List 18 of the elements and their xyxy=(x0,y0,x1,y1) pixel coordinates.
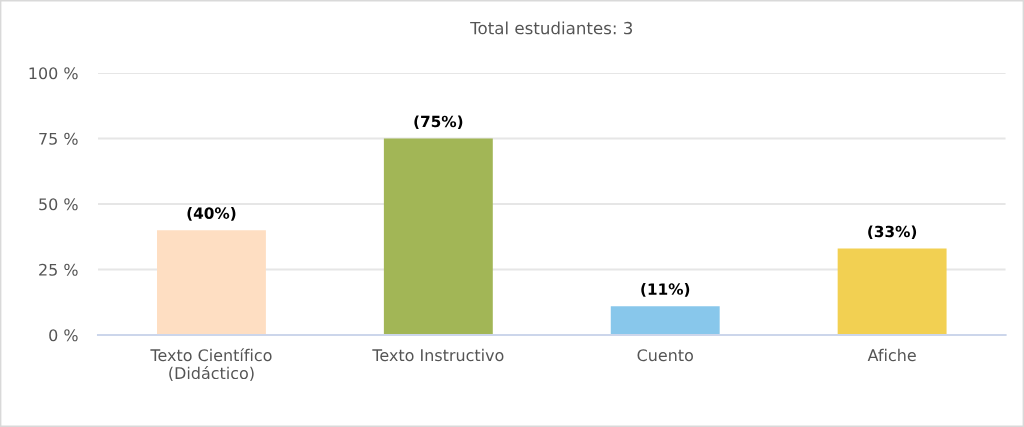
y-tick-label: 25 % xyxy=(39,263,78,276)
y-tick-label: 0 % xyxy=(49,329,78,342)
x-tick-label: Cuento xyxy=(637,349,693,362)
bar xyxy=(837,248,947,335)
data-label: (11%) xyxy=(641,283,690,297)
x-tick-label: Afiche xyxy=(867,348,916,362)
chart-title: Total estudiantes: 3 xyxy=(470,21,633,35)
x-tick-label: Texto Instructivo xyxy=(372,348,504,362)
data-label: (75%) xyxy=(414,115,463,130)
bar xyxy=(610,306,720,335)
data-label: (40%) xyxy=(187,207,236,221)
data-label: (33%) xyxy=(868,225,917,240)
y-tick-label: 50 % xyxy=(39,198,78,211)
y-tick-label: 75 % xyxy=(39,132,78,145)
x-tick-label: Texto Científico (Didáctico) xyxy=(150,348,272,381)
y-tick-label: 100 % xyxy=(29,67,78,80)
bar xyxy=(383,138,493,335)
bar xyxy=(156,230,266,335)
